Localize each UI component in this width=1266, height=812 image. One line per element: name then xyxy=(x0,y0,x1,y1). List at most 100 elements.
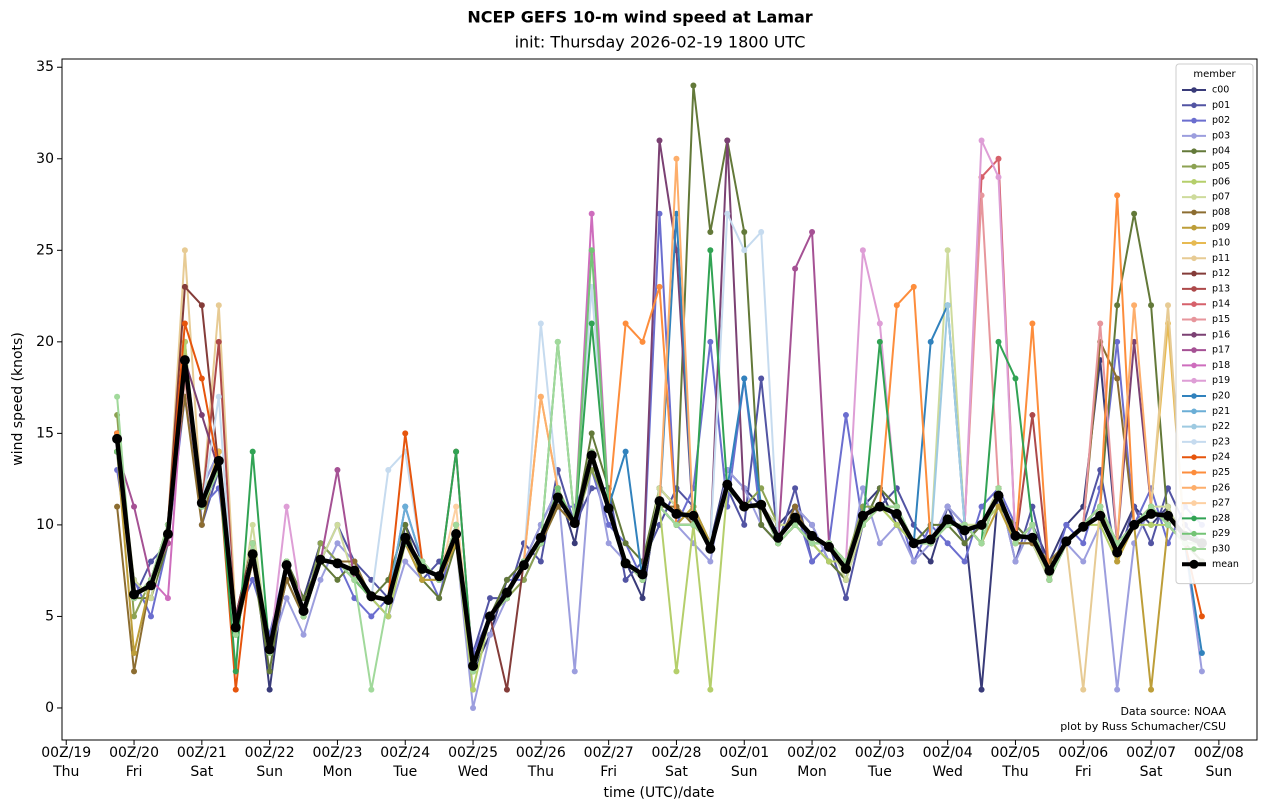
data-point xyxy=(1148,503,1155,510)
data-point xyxy=(554,338,561,345)
data-point xyxy=(605,540,612,547)
data-point xyxy=(453,448,460,455)
data-point xyxy=(859,485,866,492)
data-point xyxy=(486,595,493,602)
x-tick-day: Tue xyxy=(867,764,892,780)
data-point xyxy=(959,525,970,536)
x-tick-day: Wed xyxy=(932,764,963,780)
data-point xyxy=(334,466,341,473)
data-point xyxy=(283,595,290,602)
data-point xyxy=(351,576,358,583)
data-point xyxy=(842,595,849,602)
data-point xyxy=(944,540,951,547)
data-point xyxy=(741,375,748,382)
data-point xyxy=(1080,558,1087,565)
data-point xyxy=(129,589,140,600)
data-point xyxy=(334,576,341,583)
legend-label: p24 xyxy=(1212,452,1230,463)
data-point xyxy=(741,247,748,254)
data-point xyxy=(317,540,324,547)
data-point xyxy=(198,375,205,382)
legend-marker xyxy=(1191,439,1197,445)
data-point xyxy=(537,558,544,565)
data-point xyxy=(1114,558,1121,565)
annotation: plot by Russ Schumacher/CSU xyxy=(1060,720,1226,733)
data-point xyxy=(707,686,714,693)
data-point xyxy=(673,155,680,162)
y-tick-label: 20 xyxy=(36,334,54,350)
legend-label: p03 xyxy=(1212,130,1230,141)
data-point xyxy=(334,521,341,528)
legend-label: p19 xyxy=(1212,375,1230,386)
data-point xyxy=(419,576,426,583)
legend-marker xyxy=(1191,179,1197,185)
legend-label: p01 xyxy=(1212,100,1230,111)
legend-marker xyxy=(1189,559,1199,569)
x-tick-day: Sat xyxy=(190,764,213,780)
y-tick-label: 35 xyxy=(36,59,54,75)
legend-label: p28 xyxy=(1212,513,1230,524)
data-point xyxy=(1029,320,1036,327)
data-point xyxy=(656,283,663,290)
data-point xyxy=(790,512,801,523)
x-tick-day: Thu xyxy=(527,764,554,780)
data-point xyxy=(1114,375,1121,382)
legend-label: p25 xyxy=(1212,467,1230,478)
data-point xyxy=(741,228,748,235)
data-point xyxy=(707,228,714,235)
legend-label: p18 xyxy=(1212,360,1230,371)
data-point xyxy=(1112,547,1123,558)
x-tick-day: Mon xyxy=(323,764,353,780)
legend-label: p05 xyxy=(1212,161,1230,172)
data-point xyxy=(402,521,409,528)
data-point xyxy=(1114,302,1121,309)
legend-label: p15 xyxy=(1212,314,1230,325)
data-point xyxy=(824,541,835,552)
data-point xyxy=(1012,375,1019,382)
data-point xyxy=(942,514,953,525)
data-point xyxy=(1148,521,1155,528)
legend-marker xyxy=(1191,500,1197,506)
data-point xyxy=(131,650,138,657)
data-point xyxy=(876,338,883,345)
data-point xyxy=(503,576,510,583)
legend-marker xyxy=(1191,316,1197,323)
data-point xyxy=(552,492,563,503)
data-point xyxy=(1044,565,1055,576)
x-tick-label: 00Z/23 xyxy=(312,745,362,761)
data-point xyxy=(893,521,900,528)
data-point xyxy=(470,704,477,711)
data-point xyxy=(484,611,495,622)
legend-marker xyxy=(1191,301,1197,308)
annotation: Data source: NOAA xyxy=(1120,705,1226,718)
legend-label: p22 xyxy=(1212,421,1230,432)
data-point xyxy=(131,613,138,620)
data-point xyxy=(569,518,580,529)
legend-marker xyxy=(1191,393,1197,399)
data-point xyxy=(673,521,680,528)
legend-marker xyxy=(1191,163,1197,170)
data-point xyxy=(673,668,680,675)
data-point xyxy=(995,338,1002,345)
data-point xyxy=(995,155,1002,162)
x-tick-day: Fri xyxy=(1075,764,1092,780)
data-point xyxy=(298,605,309,616)
data-point xyxy=(995,174,1002,181)
data-point xyxy=(162,529,173,540)
data-point xyxy=(349,565,360,576)
x-tick-label: 00Z/05 xyxy=(990,745,1040,761)
data-point xyxy=(792,521,799,528)
x-tick-label: 00Z/19 xyxy=(41,745,91,761)
data-point xyxy=(436,595,443,602)
series-line xyxy=(116,340,1202,691)
chart-subtitle: init: Thursday 2026-02-19 1800 UTC xyxy=(515,33,806,52)
data-point xyxy=(995,503,1002,510)
data-point xyxy=(588,320,595,327)
data-point xyxy=(588,430,595,437)
data-point xyxy=(266,686,273,693)
data-point xyxy=(451,529,462,540)
y-axis-label: wind speed (knots) xyxy=(10,332,26,466)
data-point xyxy=(978,686,985,693)
data-point xyxy=(300,631,307,638)
